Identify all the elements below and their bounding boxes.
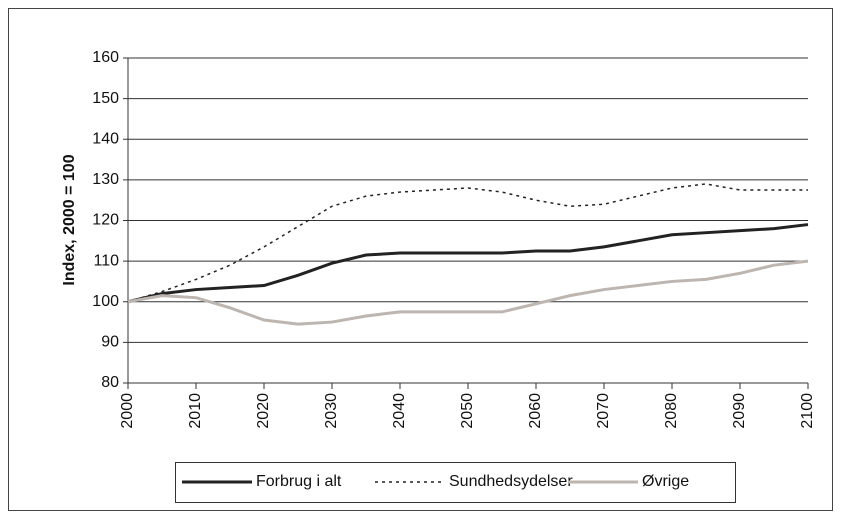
x-tick-label: 2080	[663, 393, 680, 429]
legend-label: Forbrug i alt	[256, 473, 342, 490]
y-tick-label: 140	[92, 130, 119, 147]
y-tick-label: 160	[92, 49, 119, 66]
legend-label: Sundhedsydelser	[449, 473, 573, 490]
x-tick-label: 2090	[731, 393, 748, 429]
x-tick-label: 2030	[323, 393, 340, 429]
legend-box	[175, 462, 736, 503]
y-tick-label: 150	[92, 90, 119, 107]
x-tick-label: 2100	[799, 393, 816, 429]
series-line	[127, 223, 809, 304]
y-tick-label: 100	[92, 293, 119, 310]
y-tick-label: 80	[101, 374, 119, 391]
chart-border	[8, 8, 833, 511]
y-tick-label: 110	[93, 252, 119, 269]
x-tick-label: 2060	[527, 393, 544, 429]
x-tick-label: 2070	[595, 393, 612, 429]
y-tick-label: 120	[92, 212, 119, 229]
series-line	[127, 183, 808, 303]
x-tick-label: 2000	[119, 393, 136, 429]
y-tick-label: 130	[92, 171, 119, 188]
x-tick-label: 2010	[187, 393, 204, 429]
x-tick-label: 2020	[255, 393, 272, 429]
x-tick-label: 2050	[459, 393, 476, 429]
series-line	[127, 259, 809, 326]
legend-label: Øvrige	[642, 473, 689, 490]
y-tick-label: 90	[101, 334, 119, 351]
x-tick-label: 2040	[391, 393, 408, 429]
y-axis-label: Index, 2000 = 100	[61, 154, 78, 285]
